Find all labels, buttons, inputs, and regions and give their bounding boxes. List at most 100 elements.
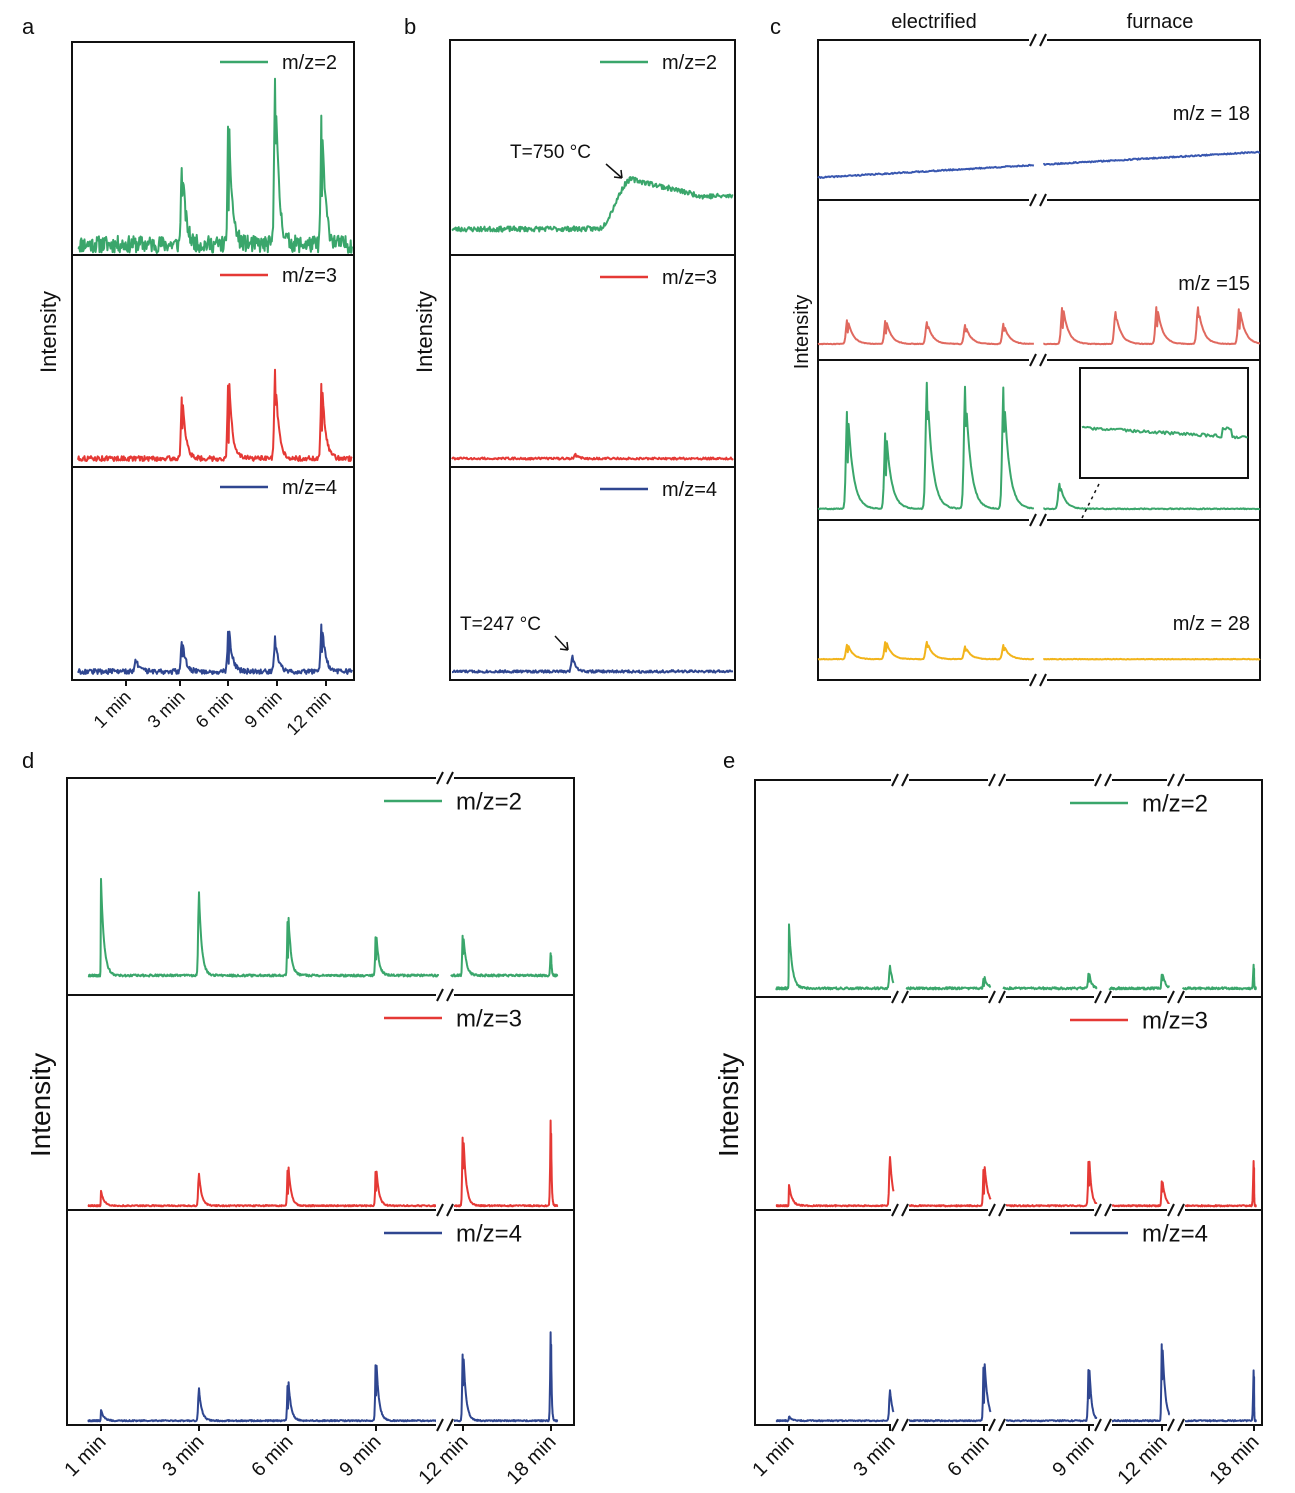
panel-c-axis-break-3-slash-left bbox=[1029, 513, 1037, 527]
x-tick-label: 18 min bbox=[503, 1431, 561, 1489]
panel-c-axis-break-4-slash-right bbox=[1039, 673, 1047, 687]
panel-e-axis-break-1-0-slash-left bbox=[988, 773, 996, 787]
panel-d-axis-break-0-0-slash-left bbox=[436, 771, 444, 785]
panel-e-trace-2-segment-3 bbox=[1108, 1343, 1171, 1423]
y-axis-label: Intensity bbox=[791, 295, 813, 369]
panel-e-axis-break-2-1-slash-right bbox=[1104, 990, 1112, 1004]
panel-e-axis-break-2-0-slash-right bbox=[1104, 773, 1112, 787]
panel-e-axis-break-0-3-slash-right bbox=[901, 1418, 909, 1432]
panel-d-trace-0-segment-0 bbox=[87, 877, 440, 978]
panel-e-axis-break-3-0-slash-right bbox=[1177, 773, 1185, 787]
panel-c-trace-3-furnace bbox=[1043, 657, 1261, 661]
panel-d-axis-break-0-3-slash-left bbox=[436, 1418, 444, 1432]
panel-e-series-1-legend-label: m/z=3 bbox=[1142, 1008, 1208, 1035]
panel-c-axis-break-2-slash-right bbox=[1039, 353, 1047, 367]
panel-e-axis-break-1-2-slash-left bbox=[988, 1203, 996, 1217]
panel-c-axis-break-3-slash-right bbox=[1039, 513, 1047, 527]
panel-c-trace-0-electrified bbox=[817, 163, 1035, 179]
panel-b-series-1-legend-label: m/z=3 bbox=[662, 267, 717, 289]
panel-c-inset-pointer bbox=[1081, 481, 1101, 519]
x-tick-label: 9 min bbox=[1048, 1431, 1098, 1481]
panel-d-axis-break-0-1-slash-right bbox=[446, 988, 454, 1002]
panel-e-axis-break-0-0-slash-right bbox=[901, 773, 909, 787]
panel-b-series-2-legend-label: m/z=4 bbox=[662, 479, 717, 501]
panel-a-series-2-legend-label: m/z=4 bbox=[282, 477, 337, 499]
panel-e-frame bbox=[754, 779, 1263, 1426]
panel-e-series-2-legend-label: m/z=4 bbox=[1142, 1221, 1208, 1248]
panel-c: c electrified furnace Intensity m/z = 18 m/z … bbox=[770, 11, 1261, 687]
panel-e-axis-break-2-3-slash-left bbox=[1094, 1418, 1102, 1432]
y-axis-label: Intensity bbox=[713, 1053, 744, 1157]
panel-e-trace-1-segment-0 bbox=[775, 1156, 895, 1208]
panel-e-axis-break-2-3-slash-right bbox=[1104, 1418, 1112, 1432]
panel-d-trace-0-segment-1 bbox=[450, 934, 559, 978]
panel-letter-e: e bbox=[723, 748, 735, 773]
panel-a-trace-2 bbox=[77, 623, 353, 675]
panel-e-axis-break-1-3-slash-right bbox=[998, 1418, 1006, 1432]
panel-a-series-0-legend-label: m/z=2 bbox=[282, 52, 337, 74]
panel-e-trace-2-segment-0 bbox=[775, 1389, 895, 1423]
panel-c-series-label-0: m/z = 18 bbox=[1173, 103, 1250, 125]
panel-letter-d: d bbox=[22, 748, 34, 773]
panel-c-series-label-1: m/z =15 bbox=[1178, 273, 1250, 295]
panel-c-trace-1-furnace bbox=[1043, 306, 1261, 346]
panel-c-trace-1-electrified bbox=[817, 319, 1034, 346]
panel-letter-a: a bbox=[22, 14, 35, 39]
y-axis-label: Intensity bbox=[25, 1053, 56, 1157]
panel-e-trace-0-segment-3 bbox=[1108, 973, 1171, 991]
panel-letter-c: c bbox=[770, 14, 781, 39]
panel-e-axis-break-1-3-slash-left bbox=[988, 1418, 996, 1432]
panel-b-annotation-247: T=247 °C bbox=[460, 614, 541, 635]
x-tick-label: 6 min bbox=[192, 687, 237, 732]
panel-b-trace-1 bbox=[451, 452, 734, 461]
panel-b-series-0-legend-label: m/z=2 bbox=[662, 52, 717, 74]
panel-d-trace-1-segment-0 bbox=[87, 1166, 440, 1208]
x-tick-label: 1 min bbox=[60, 1431, 110, 1481]
panel-c-inset-trace bbox=[1081, 425, 1248, 440]
panel-e-axis-break-1-2-slash-right bbox=[998, 1203, 1006, 1217]
panel-letter-b: b bbox=[404, 14, 416, 39]
panel-c-axis-break-0-slash-left bbox=[1029, 33, 1037, 47]
x-tick-label: 12 min bbox=[1114, 1431, 1172, 1489]
panel-e-axis-break-1-1-slash-right bbox=[998, 990, 1006, 1004]
panel-c-column-label-0: electrified bbox=[891, 11, 977, 33]
panel-e-axis-break-0-0-slash-left bbox=[891, 773, 899, 787]
panel-d-trace-2-segment-1 bbox=[450, 1331, 559, 1423]
panel-d-trace-1-segment-1 bbox=[450, 1119, 559, 1208]
panel-e-axis-break-3-3-slash-right bbox=[1177, 1418, 1185, 1432]
panel-e-trace-1-segment-2 bbox=[1002, 1160, 1098, 1208]
x-tick-label: 3 min bbox=[849, 1431, 899, 1481]
panel-b-trace-0 bbox=[451, 176, 734, 233]
x-tick-label: 6 min bbox=[247, 1431, 297, 1481]
panel-c-axis-break-1-slash-right bbox=[1039, 193, 1047, 207]
panel-e-trace-1-segment-3 bbox=[1108, 1180, 1171, 1208]
panel-e-axis-break-0-2-slash-left bbox=[891, 1203, 899, 1217]
panel-e-trace-2-segment-2 bbox=[1002, 1369, 1098, 1423]
panel-e-trace-2-segment-1 bbox=[905, 1363, 992, 1423]
panel-c-axis-break-1-slash-left bbox=[1029, 193, 1037, 207]
panel-c-series-label-3: m/z = 28 bbox=[1173, 613, 1250, 635]
panel-c-inset-frame bbox=[1079, 367, 1249, 479]
panel-d-axis-break-0-2-slash-left bbox=[436, 1203, 444, 1217]
panel-e-axis-break-3-0-slash-left bbox=[1167, 773, 1175, 787]
y-axis-label: Intensity bbox=[412, 291, 437, 373]
panel-a-trace-1 bbox=[77, 368, 353, 462]
panel-b-frame bbox=[449, 39, 736, 681]
panel-d-axis-break-0-1-slash-left bbox=[436, 988, 444, 1002]
panel-c-axis-break-4-slash-left bbox=[1029, 673, 1037, 687]
panel-e-trace-2-segment-4 bbox=[1181, 1369, 1257, 1423]
panel-e-series-0-legend-label: m/z=2 bbox=[1142, 791, 1208, 818]
panel-e-trace-0-segment-4 bbox=[1181, 963, 1257, 991]
panel-e-axis-break-2-2-slash-right bbox=[1104, 1203, 1112, 1217]
x-tick-label: 1 min bbox=[90, 687, 135, 732]
panel-e-axis-break-3-2-slash-left bbox=[1167, 1203, 1175, 1217]
panel-c-axis-break-0-slash-right bbox=[1039, 33, 1047, 47]
panel-a-frame bbox=[71, 41, 355, 681]
panel-d-axis-break-0-0-slash-right bbox=[446, 771, 454, 785]
panel-e-trace-1-segment-4 bbox=[1181, 1160, 1257, 1208]
panel-e-axis-break-3-1-slash-right bbox=[1177, 990, 1185, 1004]
panel-e-axis-break-1-1-slash-left bbox=[988, 990, 996, 1004]
panel-e-trace-0-segment-1 bbox=[905, 976, 992, 991]
panel-b: b Intensity m/z=2 m/z=3 m/z=4 T=750 °C T=247 °… bbox=[404, 14, 736, 681]
panel-e-axis-break-3-3-slash-left bbox=[1167, 1418, 1175, 1432]
